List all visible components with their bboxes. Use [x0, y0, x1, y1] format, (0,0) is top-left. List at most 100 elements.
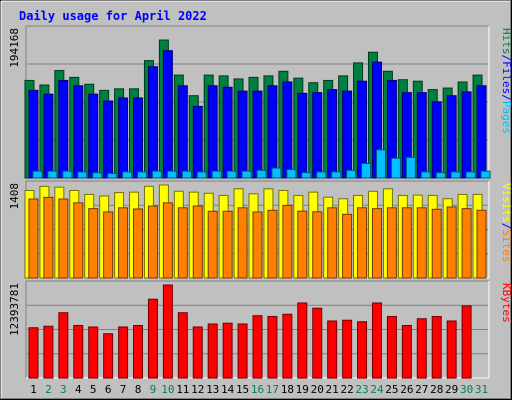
bar-kbytes-day-28: [431, 315, 442, 379]
bar-kbytes-day-10: [162, 284, 173, 379]
legend-entry: /: [500, 223, 512, 230]
x-tick-label: 3: [60, 383, 67, 396]
bar-kbytes-day-4: [73, 324, 84, 379]
x-tick-label: 6: [105, 383, 112, 396]
bar-files-day-22: [342, 90, 353, 179]
bar-kbytes-day-13: [207, 323, 218, 379]
bar-pages-day-5: [92, 172, 103, 179]
bar-files-day-9: [147, 66, 158, 179]
bar-files-day-17: [267, 85, 278, 179]
bar-pages-day-31: [480, 170, 491, 179]
y-axis-max-label: 12393781: [8, 283, 21, 336]
bar-files-day-19: [297, 92, 308, 179]
bar-kbytes-day-1: [28, 327, 39, 379]
bar-sites-day-8: [133, 208, 144, 279]
series-sites: [28, 196, 487, 279]
chart-title: Daily usage for April 2022: [19, 9, 207, 23]
bar-sites-day-7: [118, 207, 129, 279]
bar-sites-day-19: [297, 210, 308, 279]
bar-kbytes-day-17: [267, 315, 278, 379]
x-tick-label: 14: [221, 383, 235, 396]
x-tick-label: 15: [236, 383, 249, 396]
bar-kbytes-day-3: [58, 312, 69, 379]
bar-sites-day-28: [431, 208, 442, 279]
bar-pages-day-15: [241, 170, 252, 179]
x-tick-label: 29: [445, 383, 458, 396]
bar-sites-day-30: [461, 208, 472, 279]
x-tick-label: 20: [311, 383, 324, 396]
bar-pages-day-10: [166, 170, 177, 179]
legend-entry: /: [500, 55, 512, 62]
bar-pages-day-30: [465, 171, 476, 179]
bar-kbytes-day-7: [118, 326, 129, 379]
x-tick-label: 31: [475, 383, 488, 396]
bar-kbytes-day-24: [371, 302, 382, 379]
legend-entry: KBytes: [500, 283, 512, 323]
bar-sites-day-16: [252, 211, 263, 279]
bar-sites-day-10: [162, 202, 173, 279]
x-tick-label: 18: [281, 383, 294, 396]
x-tick-label: 17: [266, 383, 279, 396]
legend-kbytes: KBytes: [500, 283, 512, 323]
bar-sites-day-9: [147, 205, 158, 279]
panel-hits-files-pages: 194168 Hits/Files/Pages: [8, 25, 512, 179]
bar-files-day-28: [431, 101, 442, 179]
bar-kbytes-day-12: [192, 326, 203, 379]
panel-kbytes: 12393781 KBytes: [8, 280, 512, 379]
x-tick-label: 2: [45, 383, 52, 396]
bar-kbytes-day-15: [237, 323, 248, 379]
bar-kbytes-day-23: [357, 321, 368, 379]
bar-files-day-12: [192, 105, 203, 179]
bar-pages-day-8: [137, 171, 148, 179]
bar-files-day-16: [252, 90, 263, 179]
bar-sites-day-20: [312, 211, 323, 279]
legend-entry: Sites: [500, 229, 512, 262]
bar-kbytes-day-20: [312, 307, 323, 379]
bar-files-day-13: [207, 85, 218, 179]
bar-files-day-18: [282, 81, 293, 179]
bar-sites-day-17: [267, 209, 278, 279]
bar-pages-day-7: [122, 171, 133, 179]
bar-kbytes-day-9: [147, 298, 158, 379]
x-tick-label: 22: [340, 383, 353, 396]
bar-files-day-4: [73, 85, 84, 179]
x-tick-label: 24: [370, 383, 384, 396]
bar-pages-day-12: [196, 171, 207, 179]
bar-files-day-2: [43, 93, 54, 179]
bar-sites-day-2: [43, 196, 54, 279]
bar-sites-day-22: [342, 213, 353, 279]
x-tick-label: 8: [135, 383, 142, 396]
bar-sites-day-5: [88, 208, 99, 279]
bar-sites-day-31: [476, 209, 487, 279]
bar-files-day-10: [162, 50, 173, 179]
bar-files-day-8: [133, 97, 144, 179]
legend-entry: Pages: [500, 101, 512, 134]
bar-pages-day-13: [211, 170, 222, 179]
bar-pages-day-20: [316, 171, 327, 179]
bar-pages-day-29: [450, 171, 461, 179]
bar-kbytes-day-21: [327, 320, 338, 379]
bar-files-day-5: [88, 93, 99, 179]
bar-pages-day-18: [286, 169, 297, 179]
bar-files-day-30: [461, 91, 472, 179]
x-tick-label: 7: [120, 383, 127, 396]
bar-sites-day-29: [446, 206, 457, 279]
x-tick-label: 10: [161, 383, 174, 396]
x-tick-label: 1: [30, 383, 37, 396]
bar-sites-day-11: [177, 207, 188, 279]
bar-pages-day-4: [77, 171, 88, 179]
bar-files-day-14: [222, 86, 233, 179]
x-tick-label: 11: [176, 383, 189, 396]
bar-files-day-21: [327, 89, 338, 179]
x-tick-label: 19: [296, 383, 309, 396]
bar-kbytes-day-27: [416, 318, 427, 379]
bar-pages-day-9: [151, 170, 162, 179]
bar-files-day-7: [118, 97, 129, 179]
x-tick-label: 9: [150, 383, 157, 396]
x-tick-label: 30: [460, 383, 473, 396]
bar-pages-day-16: [256, 169, 267, 179]
bar-files-day-6: [103, 100, 114, 179]
bar-pages-day-11: [181, 170, 192, 179]
bar-sites-day-26: [401, 207, 412, 279]
